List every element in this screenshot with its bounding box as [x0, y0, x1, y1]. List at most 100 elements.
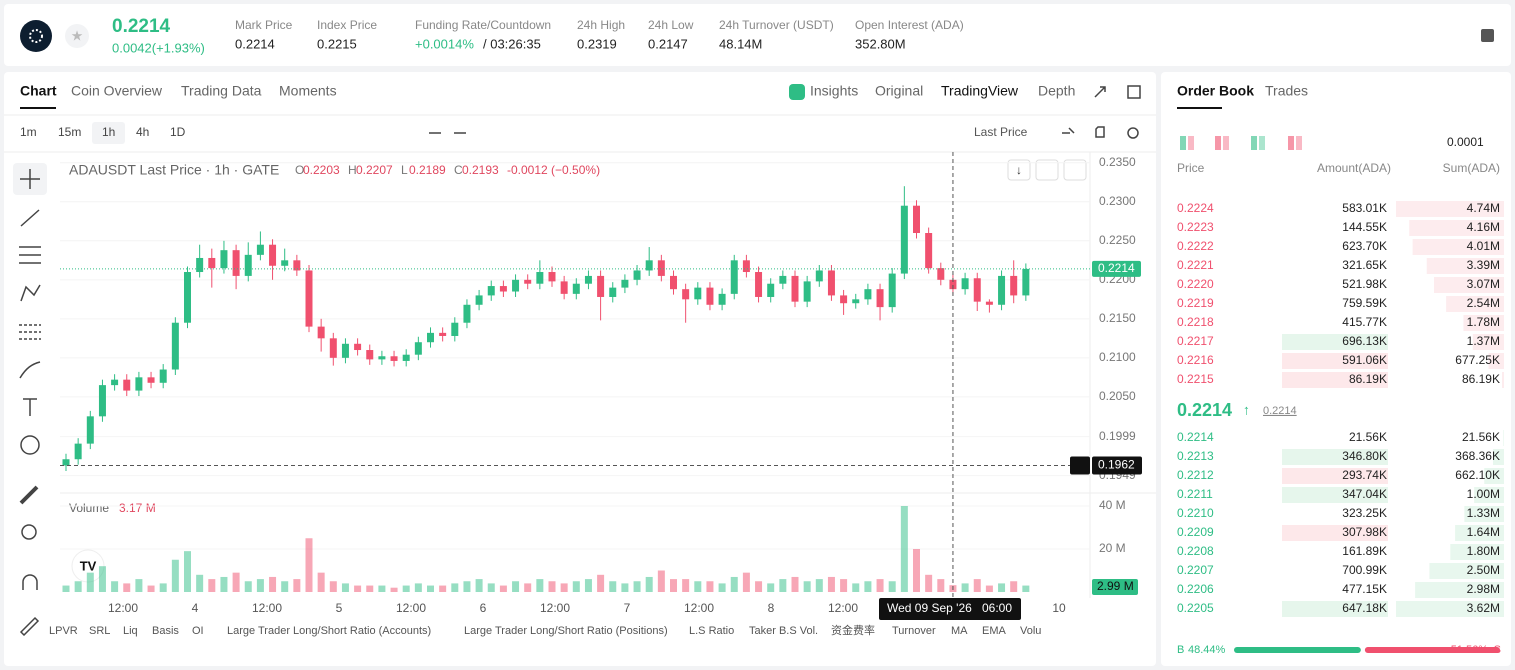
candle-body: [135, 377, 143, 391]
crosshair-plus: [1070, 456, 1090, 475]
emoji-tool[interactable]: [20, 435, 40, 455]
indicator-tab[interactable]: Large Trader Long/Short Ratio (Positions…: [464, 625, 668, 637]
indicator-tab[interactable]: Volu: [1020, 625, 1041, 637]
chart-tab[interactable]: Moments: [279, 83, 337, 99]
view-tab[interactable]: Original: [875, 83, 923, 99]
interval[interactable]: 1m: [20, 125, 37, 139]
chart-tab[interactable]: Chart: [20, 83, 57, 99]
favorite-button[interactable]: [65, 24, 89, 48]
view-icon[interactable]: [1288, 136, 1294, 150]
ruler-tool[interactable]: [19, 485, 39, 505]
view-icon[interactable]: [1251, 136, 1257, 150]
candle-body: [329, 338, 337, 358]
indicator-tab[interactable]: L.S Ratio: [689, 625, 734, 637]
indicator-tab[interactable]: Basis: [152, 625, 179, 637]
indicator-tab[interactable]: OI: [192, 625, 204, 637]
ohlc-key: H: [348, 163, 357, 177]
sell-key: S: [1494, 644, 1501, 656]
view-icon[interactable]: [1223, 136, 1229, 150]
volume-bar: [937, 579, 945, 592]
book-price: 0.2220: [1177, 277, 1214, 291]
magnet-tool[interactable]: [22, 574, 38, 590]
interval[interactable]: 1D: [170, 125, 186, 139]
volume-bar: [621, 583, 629, 592]
volume-bar: [864, 581, 872, 592]
interval[interactable]: 4h: [136, 125, 149, 139]
indicator-tab[interactable]: Liq: [123, 625, 138, 637]
brush-tool[interactable]: [19, 361, 41, 379]
scroll-button[interactable]: [1007, 159, 1031, 181]
y-tick-label: 0.2050: [1099, 389, 1136, 403]
interval[interactable]: 1h: [102, 125, 115, 139]
stat-value: 0.2215: [317, 36, 357, 51]
zoom-tool[interactable]: [21, 524, 37, 540]
book-tab[interactable]: Trades: [1265, 83, 1308, 99]
book-sum: 21.56K: [1462, 430, 1500, 444]
interval[interactable]: 15m: [58, 125, 81, 139]
line-tool[interactable]: [20, 209, 40, 227]
book-amount: 521.98K: [1342, 277, 1387, 291]
volume-bar: [657, 570, 665, 592]
chart-tab[interactable]: Trading Data: [181, 83, 262, 99]
volume-bar: [147, 585, 155, 592]
book-tab[interactable]: Order Book: [1177, 83, 1254, 99]
pattern-tool[interactable]: [20, 284, 41, 302]
x-tick-label: 12:00: [828, 601, 858, 615]
book-column: Amount(ADA): [1317, 161, 1391, 175]
header-change: 0.0042(+1.93%): [112, 40, 205, 55]
indicator-tab[interactable]: Turnover: [892, 625, 936, 637]
indicator-tab[interactable]: Large Trader Long/Short Ratio (Accounts): [227, 625, 431, 637]
indicator-tab[interactable]: LPVR: [49, 625, 78, 637]
volume-bar: [536, 579, 544, 592]
window-icon[interactable]: [1127, 85, 1141, 99]
view-tab[interactable]: Insights: [810, 83, 858, 99]
view-tab[interactable]: TradingView: [941, 83, 1019, 99]
collapse-button[interactable]: [1035, 159, 1059, 181]
book-price: 0.2205: [1177, 601, 1214, 615]
depth-bar: [1472, 334, 1504, 350]
candle-body: [937, 268, 945, 280]
view-icon[interactable]: [1180, 136, 1186, 150]
volume-bar: [244, 581, 252, 592]
book-sum: 368.36K: [1455, 449, 1500, 463]
volume-bar: [159, 583, 167, 592]
stat-label: 24h High: [577, 18, 625, 32]
view-icon[interactable]: [1215, 136, 1221, 150]
view-icon[interactable]: [1296, 136, 1302, 150]
view-icon[interactable]: [1188, 136, 1194, 150]
candle-body: [645, 260, 653, 271]
indicator-tab[interactable]: 资金费率: [831, 623, 875, 637]
fullscreen-button[interactable]: [1063, 159, 1087, 181]
fib-tool[interactable]: [19, 324, 41, 340]
indicator-tab[interactable]: EMA: [982, 625, 1007, 637]
expand-icon[interactable]: [1094, 86, 1106, 98]
indicator-tab[interactable]: SRL: [89, 625, 110, 637]
price-source[interactable]: Last Price: [974, 125, 1028, 139]
amount-highlight: [1282, 372, 1388, 388]
candle-body: [973, 278, 981, 302]
candle-body: [536, 272, 544, 284]
pencil-tool[interactable]: [19, 616, 40, 637]
view-tab[interactable]: Depth: [1038, 83, 1075, 99]
volume-bar: [184, 551, 191, 592]
candle-body: [256, 244, 264, 255]
book-amount: 323.25K: [1342, 506, 1387, 520]
indicator-tab[interactable]: Taker B.S Vol.: [749, 625, 818, 637]
precision[interactable]: 0.0001: [1447, 135, 1484, 149]
amount-highlight: [1282, 468, 1388, 484]
volume-bar: [475, 579, 483, 592]
book-amount: 647.18K: [1342, 601, 1387, 615]
chart-tab[interactable]: Coin Overview: [71, 83, 163, 99]
indicator-tab[interactable]: MA: [951, 625, 968, 637]
candle-body: [742, 260, 750, 273]
crosshair-tool[interactable]: [20, 169, 40, 189]
text-tool[interactable]: [23, 398, 37, 416]
chart-tools[interactable]: [1062, 126, 1105, 138]
menu-icon[interactable]: [1481, 29, 1494, 42]
view-icon[interactable]: [1259, 136, 1265, 150]
settings-icon[interactable]: [1127, 127, 1139, 139]
candle-body: [220, 250, 228, 269]
volume-bar: [317, 572, 325, 592]
channel-tool[interactable]: [19, 246, 41, 264]
candle-body: [341, 343, 349, 358]
